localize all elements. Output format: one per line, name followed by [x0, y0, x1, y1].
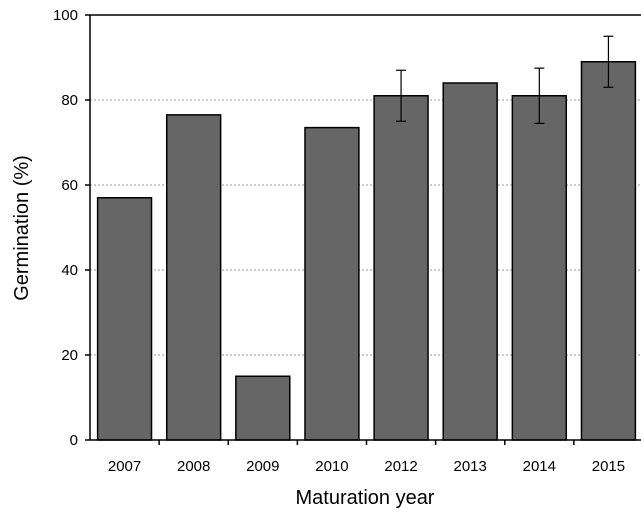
x-ticks: 2007 2008 2009 2010 2012 2013 2014 2015	[108, 440, 625, 475]
y-tick-label-80: 80	[61, 92, 78, 109]
bars	[96, 61, 637, 441]
x-tick-label-2010: 2010	[315, 458, 348, 475]
y-ticks: 0 20 40 60 80 100	[53, 7, 90, 449]
bar-2012	[373, 95, 429, 441]
axes	[89, 14, 641, 441]
y-tick-label-40: 40	[61, 262, 78, 279]
bar-2010	[304, 126, 360, 441]
x-axis-title: Maturation year	[296, 487, 435, 509]
error-bars	[396, 35, 614, 124]
y-tick-label-100: 100	[53, 7, 78, 24]
bar-2007	[96, 197, 153, 441]
x-tick-label-2013: 2013	[454, 458, 487, 475]
bar-2008	[165, 114, 222, 441]
y-tick-label-20: 20	[61, 347, 78, 364]
x-tick-label-2012: 2012	[384, 458, 417, 475]
y-axis-title: Germination (%)	[11, 155, 33, 301]
y-tick-label-0: 0	[70, 432, 78, 449]
bar-2009	[235, 375, 291, 441]
x-tick-label-2009: 2009	[246, 458, 279, 475]
x-tick-label-2007: 2007	[108, 458, 141, 475]
x-tick-label-2015: 2015	[592, 458, 625, 475]
x-tick-label-2008: 2008	[177, 458, 210, 475]
bar-2013	[442, 82, 498, 441]
bar-2015	[580, 61, 637, 441]
bar-2014	[511, 95, 568, 441]
y-tick-label-60: 60	[61, 177, 78, 194]
x-tick-label-2014: 2014	[523, 458, 556, 475]
